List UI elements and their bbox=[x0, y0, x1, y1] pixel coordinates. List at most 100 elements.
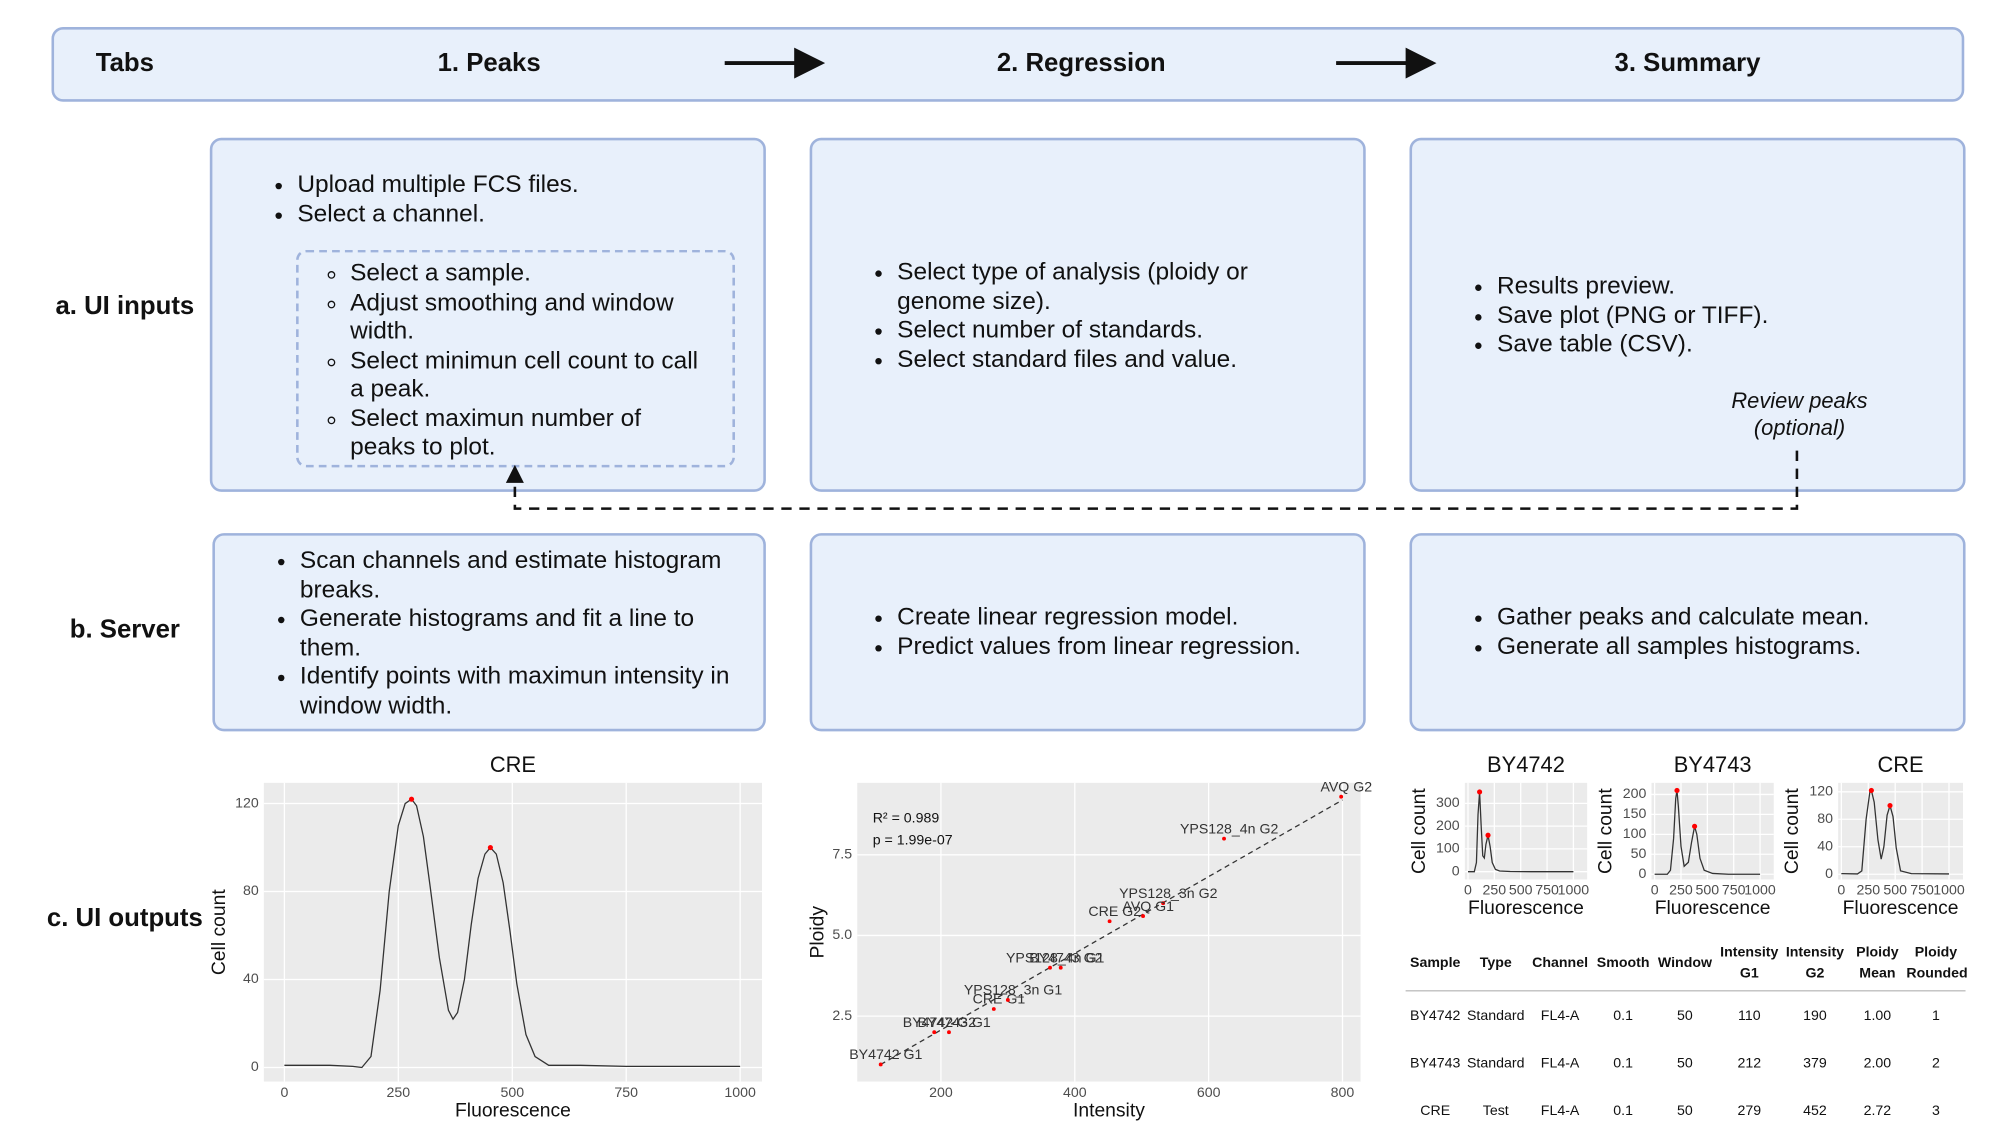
input-box: Upload multiple FCS files.Select a chann… bbox=[209, 137, 766, 492]
plot-background bbox=[857, 782, 1361, 1082]
bullet: Generate histograms and fit a line to th… bbox=[300, 605, 751, 663]
curve bbox=[284, 798, 741, 1069]
x-tick-label: 500 bbox=[1883, 883, 1907, 899]
input-box: Select type of analysis (ploidy or genom… bbox=[809, 137, 1366, 492]
y-tick-label: 120 bbox=[235, 795, 259, 811]
y-tick-label: 2.5 bbox=[832, 1008, 852, 1024]
point bbox=[932, 1030, 937, 1035]
y-axis-title: Cell count bbox=[1409, 788, 1430, 874]
point bbox=[1005, 998, 1010, 1002]
x-tick-label: 1000 bbox=[1744, 883, 1776, 899]
x-tick-label: 250 bbox=[1669, 883, 1693, 899]
peak-point bbox=[1868, 787, 1874, 793]
bullet: Select standard files and value. bbox=[897, 346, 1322, 375]
point bbox=[1339, 794, 1344, 799]
tabs-label: Tabs bbox=[95, 48, 154, 78]
table-cell: Test bbox=[1482, 1102, 1509, 1119]
table-cell: 0.1 bbox=[1613, 1055, 1633, 1071]
annotation: R² = 0.989 bbox=[873, 811, 940, 827]
y-axis-title: Cell count bbox=[1782, 788, 1803, 874]
x-tick-label: 750 bbox=[1722, 883, 1746, 899]
point-label: CRE G2 bbox=[1088, 904, 1141, 920]
table-cell: BY4742 bbox=[1410, 1007, 1461, 1023]
x-tick-label: 600 bbox=[1197, 1085, 1221, 1101]
table-cell: 279 bbox=[1737, 1102, 1762, 1119]
column-header: Sample bbox=[1410, 954, 1461, 971]
row-label: c. UI outputs bbox=[46, 903, 203, 933]
table-cell: FL4-A bbox=[1540, 1102, 1580, 1119]
fit-line bbox=[880, 799, 1343, 1066]
table-cell: 212 bbox=[1737, 1055, 1762, 1071]
x-tick-label: 1000 bbox=[1558, 883, 1590, 899]
bullet-list: Scan channels and estimate histogram bre… bbox=[272, 547, 751, 721]
tab: 2. Regression bbox=[996, 48, 1166, 78]
bullet: Select minimun cell count to call a peak… bbox=[350, 347, 710, 405]
note: Review peaks bbox=[1731, 388, 1868, 414]
column-header: Channel bbox=[1532, 954, 1589, 971]
point bbox=[1222, 836, 1226, 841]
chart-title: CRE bbox=[1877, 752, 1923, 777]
point-label: YPS128_4n G2 bbox=[1180, 821, 1278, 837]
point bbox=[878, 1062, 883, 1067]
chart-title: BY4743 bbox=[1674, 752, 1752, 777]
x-tick-label: 800 bbox=[1331, 1085, 1355, 1101]
point-label: BY4742 G1 bbox=[849, 1047, 922, 1063]
column-header: Smooth bbox=[1596, 954, 1650, 971]
peak-point bbox=[1485, 832, 1491, 838]
point bbox=[1058, 965, 1063, 970]
y-tick-label: 0 bbox=[1638, 866, 1646, 882]
y-tick-label: 0 bbox=[251, 1059, 259, 1075]
bullet-list: Select type of analysis (ploidy or genom… bbox=[869, 259, 1322, 375]
note: (optional) bbox=[1753, 415, 1846, 441]
point bbox=[1161, 901, 1166, 906]
bullet: Predict values from linear regression. bbox=[897, 633, 1373, 662]
column-header: Ploidy Rounded bbox=[1906, 944, 1968, 981]
bullet: Select a channel. bbox=[297, 200, 760, 229]
table-cell: Standard bbox=[1466, 1055, 1525, 1071]
bullet-list: Create linear regression model.Predict v… bbox=[869, 604, 1374, 662]
plot-background bbox=[1838, 782, 1963, 880]
table-cell: 110 bbox=[1738, 1007, 1761, 1023]
x-axis-title: Intensity bbox=[1073, 1100, 1145, 1121]
y-tick-label: 200 bbox=[1623, 786, 1647, 802]
bullet-list: Select a sample.Adjust smoothing and win… bbox=[322, 260, 711, 463]
point bbox=[1107, 919, 1112, 924]
plot-background bbox=[263, 782, 763, 1082]
x-tick-label: 500 bbox=[1509, 883, 1533, 899]
point-label: AVQ G1 bbox=[1122, 899, 1174, 915]
point-label: CRE G1 bbox=[973, 992, 1026, 1008]
bullet-list: Results preview.Save plot (PNG or TIFF).… bbox=[1469, 273, 1935, 360]
y-tick-label: 100 bbox=[1623, 826, 1647, 842]
bullet: Upload multiple FCS files. bbox=[297, 171, 760, 200]
table-cell: 50 bbox=[1677, 1055, 1693, 1071]
chart-title: BY4742 bbox=[1487, 752, 1565, 777]
server-box: Create linear regression model.Predict v… bbox=[809, 533, 1366, 732]
bullet: Select number of standards. bbox=[897, 317, 1322, 346]
bullet-list: Gather peaks and calculate mean.Generate… bbox=[1469, 604, 1974, 662]
table-cell: 452 bbox=[1803, 1102, 1827, 1119]
bullet: Save table (CSV). bbox=[1497, 331, 1935, 360]
peak-point bbox=[408, 796, 415, 802]
table-cell: 2.72 bbox=[1863, 1102, 1892, 1119]
table-cell: 0.1 bbox=[1613, 1102, 1633, 1119]
x-tick-label: 400 bbox=[1063, 1085, 1087, 1101]
x-tick-label: 1000 bbox=[1933, 883, 1965, 899]
y-tick-label: 0 bbox=[1452, 863, 1460, 879]
column-header: Ploidy Mean bbox=[1856, 944, 1899, 981]
annotation: p = 1.99e-07 bbox=[873, 833, 953, 849]
bullet: Select type of analysis (ploidy or genom… bbox=[897, 259, 1322, 317]
table-row: CRE Test FL4-A 0.1 50 279 452 2.72 3 bbox=[1406, 1087, 1966, 1135]
y-tick-label: 200 bbox=[1436, 818, 1460, 834]
y-axis-title: Ploidy bbox=[808, 906, 829, 959]
tab: 3. Summary bbox=[1614, 48, 1761, 78]
x-tick-label: 750 bbox=[614, 1085, 638, 1101]
point-label: YPS128_3n G2 bbox=[1119, 886, 1217, 902]
bullet: Select a sample. bbox=[350, 260, 710, 289]
table-cell: CRE bbox=[1420, 1102, 1451, 1119]
tabs-bar bbox=[51, 27, 1965, 102]
peak-point bbox=[1692, 823, 1698, 829]
column-header: Type bbox=[1479, 954, 1512, 971]
x-tick-label: 0 bbox=[1464, 883, 1472, 899]
x-axis-title: Fluorescence bbox=[455, 1100, 571, 1121]
